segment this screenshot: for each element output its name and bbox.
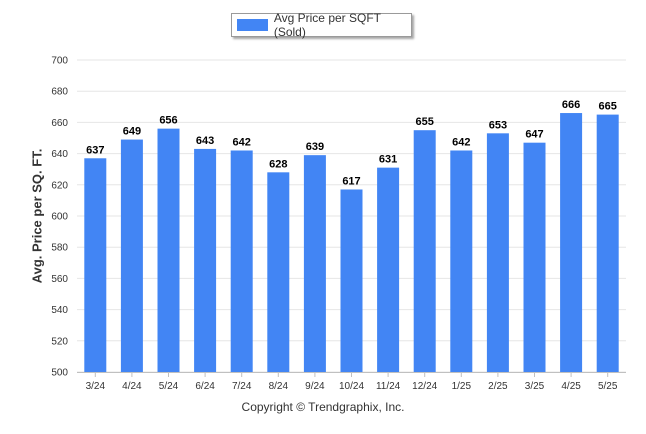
data-label: 656 [159, 115, 177, 127]
x-tick-label: 12/24 [412, 381, 437, 392]
data-label: 666 [562, 99, 580, 111]
legend-label: Avg Price per SQFT (Sold) [273, 11, 381, 39]
y-tick-label: 580 [51, 243, 68, 254]
bar [84, 158, 107, 372]
x-tick-label: 5/24 [159, 381, 179, 392]
bar [560, 113, 583, 372]
y-tick-label: 540 [51, 305, 68, 316]
data-label: 649 [123, 126, 141, 138]
x-tick-label: 9/24 [305, 381, 325, 392]
x-tick-label: 4/24 [122, 381, 142, 392]
bar [486, 133, 509, 372]
bar [340, 189, 363, 372]
data-label: 642 [233, 136, 251, 148]
bar [377, 167, 400, 372]
y-tick-label: 620 [51, 180, 68, 191]
bar [120, 139, 143, 372]
bar [157, 128, 180, 372]
x-tick-label: 8/24 [269, 381, 289, 392]
bar [303, 155, 326, 372]
bar [230, 150, 253, 372]
x-tick-label: 6/24 [195, 381, 215, 392]
data-label: 665 [599, 101, 617, 113]
x-tick-label: 11/24 [376, 381, 401, 392]
data-label: 655 [416, 116, 434, 128]
bar [523, 142, 546, 372]
x-tick-label: 4/25 [561, 381, 581, 392]
bar [194, 148, 217, 372]
y-tick-label: 700 [51, 56, 68, 67]
y-tick-label: 680 [51, 87, 68, 98]
y-tick-label: 640 [51, 149, 68, 160]
y-tick-label: 560 [51, 274, 68, 285]
data-label: 642 [452, 136, 470, 148]
x-tick-label: 5/25 [598, 381, 618, 392]
bar [450, 150, 473, 372]
data-label: 617 [342, 175, 360, 187]
copyright-text: Copyright © Trendgraphix, Inc. [241, 400, 405, 414]
data-label: 643 [196, 135, 214, 147]
data-label: 628 [269, 158, 287, 170]
x-tick-label: 3/25 [525, 381, 545, 392]
data-label: 639 [306, 141, 324, 153]
data-label: 647 [525, 129, 543, 141]
data-label: 637 [86, 144, 104, 156]
x-tick-label: 1/25 [452, 381, 472, 392]
y-tick-label: 520 [51, 336, 68, 347]
data-label: 653 [489, 119, 507, 131]
x-tick-label: 10/24 [339, 381, 364, 392]
data-label: 631 [379, 154, 397, 166]
bar [596, 114, 619, 372]
y-tick-label: 660 [51, 118, 68, 129]
y-tick-label: 600 [51, 212, 68, 223]
x-tick-label: 7/24 [232, 381, 252, 392]
legend: Avg Price per SQFT (Sold) [231, 11, 412, 39]
legend-swatch [237, 19, 268, 31]
x-tick-label: 3/24 [86, 381, 106, 392]
x-tick-label: 2/25 [488, 381, 508, 392]
bar [267, 172, 290, 372]
y-tick-label: 500 [51, 368, 68, 379]
bar [413, 130, 436, 372]
